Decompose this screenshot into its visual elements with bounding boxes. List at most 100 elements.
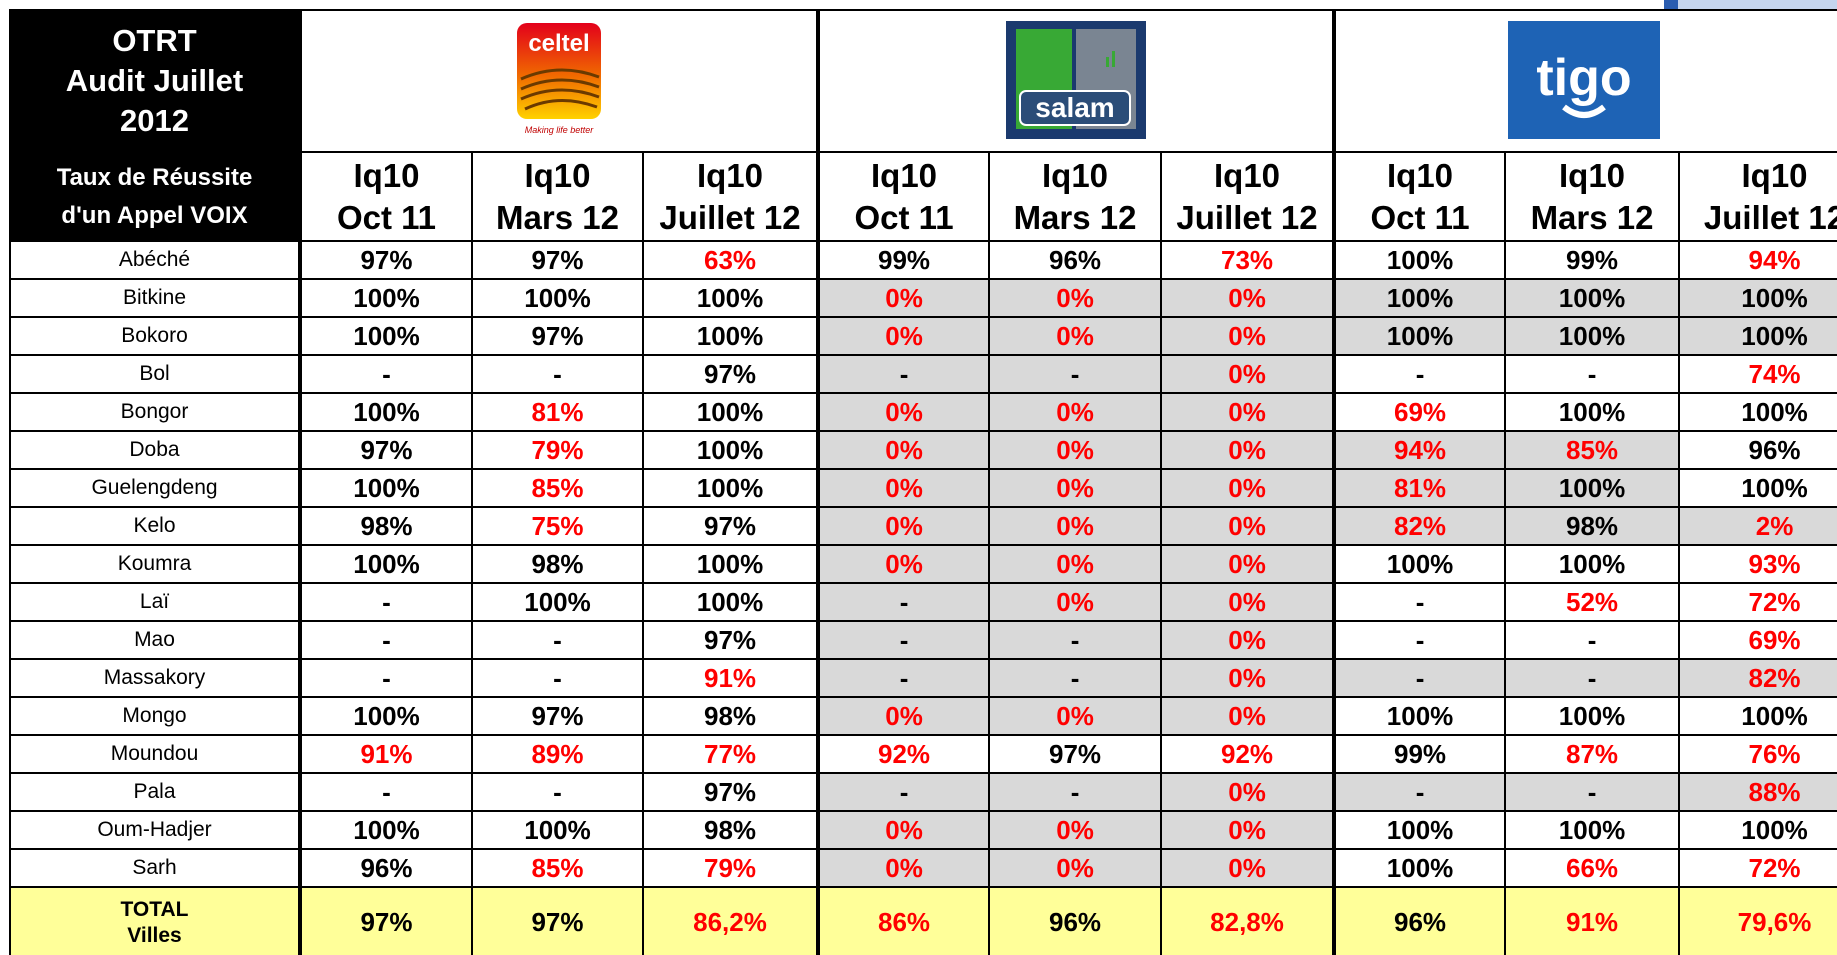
value-cell: - — [1332, 620, 1507, 660]
tigo-logo: tigo — [1508, 20, 1661, 139]
column-metric: Iq10 — [1559, 156, 1626, 194]
value-cell: 100% — [1332, 316, 1507, 356]
value-cell: 0% — [1160, 544, 1336, 584]
column-header: Iq10 Juillet 12 — [1678, 151, 1837, 242]
data-row: Bongor 100% 81% 100% 0% 0% 0% 69% 100% 100% — [9, 392, 1837, 432]
value-cell: 82% — [1332, 506, 1507, 546]
value-cell: 100% — [641, 468, 820, 508]
value-cell: - — [816, 354, 991, 394]
data-row: Oum-Hadjer 100% 100% 98% 0% 0% 0% 100% 100% 100% — [9, 810, 1837, 850]
data-row: Mao - -97% - -0% - -69% — [9, 620, 1837, 660]
value-cell: 100% — [471, 582, 644, 622]
value-cell: 100% — [1678, 696, 1837, 736]
value-cell: 0% — [1160, 506, 1336, 546]
value-cell: 69% — [1678, 620, 1837, 660]
column-period: Oct 11 — [854, 198, 954, 236]
city-cell: Moundou — [9, 734, 301, 774]
value-cell: 97% — [471, 316, 644, 356]
value-cell: 98% — [641, 810, 820, 850]
value-cell: 77% — [641, 734, 820, 774]
value-cell: 0% — [988, 392, 1163, 432]
value-cell: 0% — [988, 316, 1163, 356]
data-row: Guelengdeng 100% 85% 100% 0% 0% 0% 81% 100% 100% — [9, 468, 1837, 508]
value-cell: 0% — [816, 392, 991, 432]
value-cell: - — [988, 620, 1163, 660]
value-cell: 100% — [298, 278, 473, 318]
data-row: Doba 97% 79% 100% 0% 0% 0% 94% 85% 96% — [9, 430, 1837, 470]
value-cell: - — [471, 620, 644, 660]
value-cell: - — [988, 772, 1163, 812]
value-cell: 85% — [1504, 430, 1681, 470]
value-cell: - — [298, 620, 473, 660]
value-cell: 0% — [816, 544, 991, 584]
value-cell: 72% — [1678, 582, 1837, 622]
total-row: TOTAL Villes 97% 97% 86,2% 86% 96% 82,8% 96% 91% 7… — [9, 886, 1837, 955]
value-cell: 91% — [641, 658, 820, 698]
value-cell: 97% — [641, 620, 820, 660]
column-metric: Iq10 — [353, 156, 420, 194]
value-cell: 97% — [471, 240, 644, 280]
total-cell: 96% — [988, 886, 1163, 955]
value-cell: 97% — [641, 506, 820, 546]
value-cell: 0% — [1160, 392, 1336, 432]
column-header: Iq10 Oct 11 — [1332, 151, 1507, 242]
value-cell: 100% — [1504, 392, 1681, 432]
value-cell: 98% — [641, 696, 820, 736]
value-cell: 98% — [298, 506, 473, 546]
city-cell: Massakory — [9, 658, 301, 698]
city-cell: Mongo — [9, 696, 301, 736]
column-period: Mars 12 — [1530, 198, 1654, 236]
value-cell: - — [471, 658, 644, 698]
data-row: Abéché 97% 97% 63% 99% 96% 73% 100% 99% 94% — [9, 240, 1837, 280]
value-cell: - — [816, 620, 991, 660]
value-cell: 0% — [1160, 582, 1336, 622]
data-row: Bitkine 100% 100% 100% 0% 0% 0% 100% 100% 100% — [9, 278, 1837, 318]
data-row: Mongo 100% 97% 98% 0% 0% 0% 100% 100% 100% — [9, 696, 1837, 736]
value-cell: - — [298, 354, 473, 394]
value-cell: 75% — [471, 506, 644, 546]
value-cell: 100% — [641, 278, 820, 318]
total-label-line: TOTAL — [120, 897, 189, 921]
value-cell: 0% — [1160, 772, 1336, 812]
subtitle-line: Taux de Réussite — [56, 163, 253, 191]
value-cell: 0% — [988, 582, 1163, 622]
value-cell: 0% — [816, 848, 991, 888]
logo-cell: salam — [816, 9, 1336, 153]
city-cell: Guelengdeng — [9, 468, 301, 508]
value-cell: 97% — [988, 734, 1163, 774]
value-cell: - — [1332, 582, 1507, 622]
value-cell: - — [1504, 620, 1681, 660]
value-cell: 100% — [1332, 810, 1507, 850]
data-row: Massakory - -91% - -0% - -82% — [9, 658, 1837, 698]
value-cell: - — [988, 658, 1163, 698]
value-cell: 100% — [1678, 810, 1837, 850]
column-period: Mars 12 — [1013, 198, 1137, 236]
value-cell: 0% — [988, 278, 1163, 318]
city-cell: Bol — [9, 354, 301, 394]
value-cell: 52% — [1504, 582, 1681, 622]
value-cell: 100% — [1504, 810, 1681, 850]
value-cell: 72% — [1678, 848, 1837, 888]
value-cell: 97% — [298, 240, 473, 280]
total-cell: 97% — [298, 886, 473, 955]
value-cell: 100% — [1678, 468, 1837, 508]
city-cell: Bongor — [9, 392, 301, 432]
value-cell: - — [1332, 772, 1507, 812]
value-cell: 74% — [1678, 354, 1837, 394]
brand-name: tigo — [1536, 49, 1631, 107]
logo-cell: celtel Making life better — [297, 9, 820, 153]
value-cell: 0% — [816, 316, 991, 356]
value-cell: 0% — [988, 810, 1163, 850]
value-cell: 97% — [641, 772, 820, 812]
subtitle-cell: Taux de Réussite d'un Appel VOIX — [9, 151, 301, 242]
value-cell: 100% — [641, 392, 820, 432]
total-cell: 82,8% — [1160, 886, 1336, 955]
title-line: OTRT — [112, 23, 197, 58]
city-cell: Bokoro — [9, 316, 301, 356]
value-cell: 100% — [641, 582, 820, 622]
data-row: Koumra 100% 98% 100% 0% 0% 0% 100% 100% 93% — [9, 544, 1837, 584]
value-cell: 0% — [816, 468, 991, 508]
column-header: Iq10 Oct 11 — [298, 151, 473, 242]
value-cell: 76% — [1678, 734, 1837, 774]
